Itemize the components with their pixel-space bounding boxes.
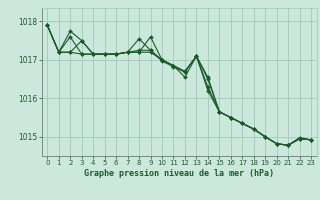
X-axis label: Graphe pression niveau de la mer (hPa): Graphe pression niveau de la mer (hPa) [84,169,274,178]
